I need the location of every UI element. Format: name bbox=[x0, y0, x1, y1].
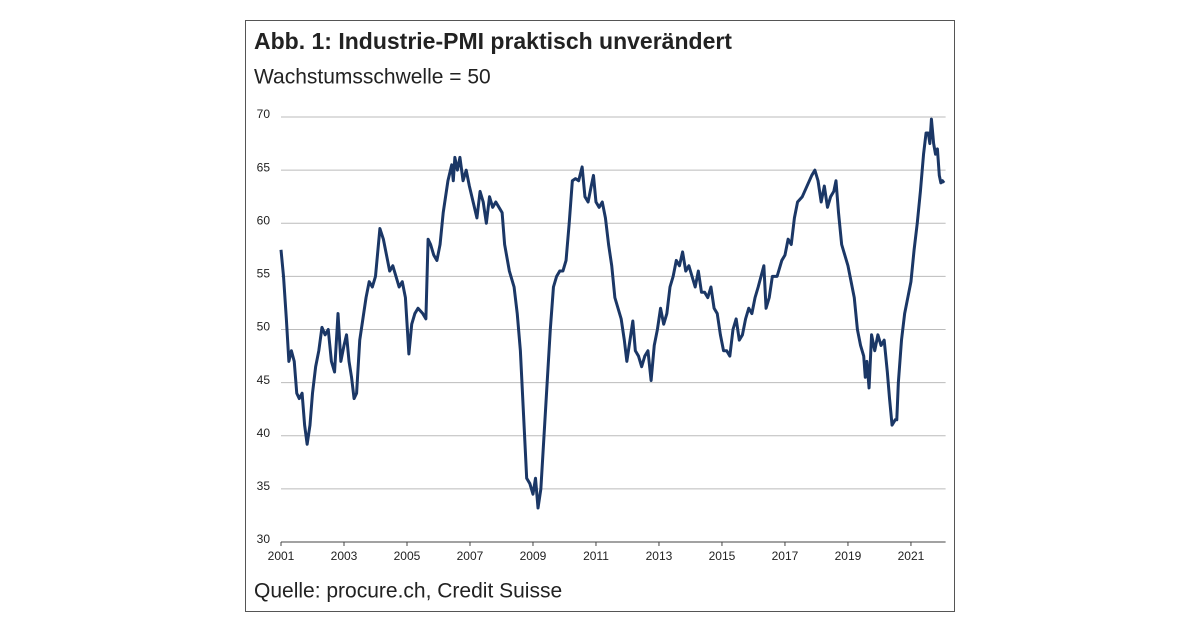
x-tick-label: 2015 bbox=[709, 549, 736, 563]
y-tick-label: 65 bbox=[257, 160, 271, 174]
chart-title: Abb. 1: Industrie-PMI praktisch unveränd… bbox=[254, 28, 732, 54]
x-tick-label: 2001 bbox=[268, 549, 295, 563]
x-tick-label: 2019 bbox=[835, 549, 862, 563]
y-tick-label: 35 bbox=[257, 479, 271, 493]
y-tick-label: 40 bbox=[257, 426, 271, 440]
x-tick-label: 2021 bbox=[898, 549, 925, 563]
chart-subtitle: Wachstumsschwelle = 50 bbox=[254, 66, 491, 89]
x-tick-label: 2011 bbox=[583, 549, 609, 563]
x-tick-label: 2003 bbox=[331, 549, 358, 563]
y-tick-label: 50 bbox=[257, 320, 271, 334]
x-tick-label: 2005 bbox=[394, 549, 421, 563]
x-tick-label: 2009 bbox=[520, 549, 547, 563]
x-tick-label: 2007 bbox=[457, 549, 484, 563]
y-tick-label: 30 bbox=[257, 532, 271, 546]
x-tick-label: 2013 bbox=[646, 549, 673, 563]
x-tick-label: 2017 bbox=[772, 549, 799, 563]
data-line bbox=[279, 117, 946, 510]
y-tick-label: 60 bbox=[257, 213, 271, 227]
y-tick-label: 70 bbox=[257, 107, 271, 121]
frame bbox=[245, 20, 955, 612]
y-tick-label: 55 bbox=[257, 267, 271, 281]
y-tick-label: 45 bbox=[257, 373, 271, 387]
source: Quelle: procure.ch, Credit Suisse bbox=[254, 580, 562, 603]
